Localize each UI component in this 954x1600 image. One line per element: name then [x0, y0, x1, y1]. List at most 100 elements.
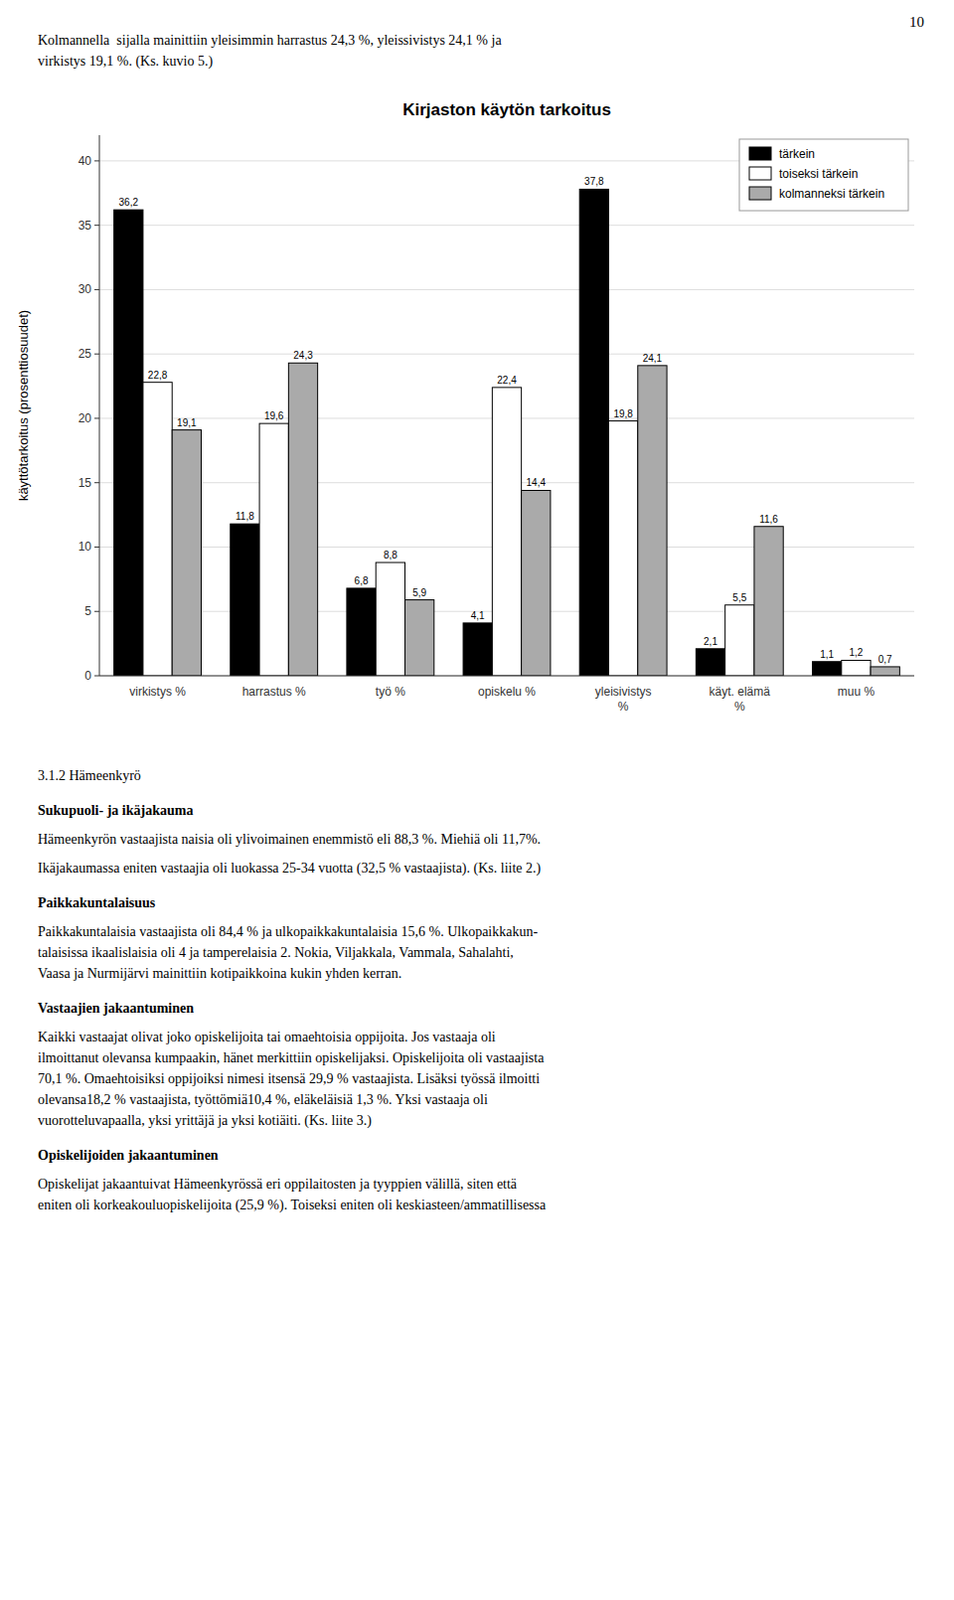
data-label: 6,8 — [354, 575, 369, 587]
grid-line — [99, 353, 915, 355]
data-label: 14,4 — [526, 477, 547, 488]
y-tick-label: 30 — [78, 282, 93, 297]
y-tick — [94, 224, 100, 226]
bar — [754, 526, 784, 676]
y-tick — [94, 289, 100, 291]
y-tick-label: 15 — [78, 476, 93, 490]
page-number: 10 — [909, 13, 925, 31]
paragraph: Hämeenkyrön vastaajista naisia oli ylivo… — [37, 828, 923, 850]
y-axis-line — [99, 135, 101, 676]
data-label: 5,5 — [732, 592, 747, 604]
legend-swatch — [749, 166, 772, 180]
x-tick-label: työ % — [375, 684, 406, 699]
bar — [491, 387, 521, 676]
bar — [230, 523, 260, 676]
bar — [405, 600, 435, 676]
legend-label: toiseksi tärkein — [779, 166, 858, 181]
bar — [521, 489, 551, 676]
chart-title: Kirjaston käytön tarkoitus — [402, 100, 612, 120]
data-label: 36,2 — [119, 196, 140, 208]
y-tick-label: 25 — [78, 346, 93, 361]
heading: Sukupuoli- ja ikäjakauma — [37, 799, 923, 821]
y-tick — [94, 481, 100, 483]
legend-box — [739, 139, 909, 211]
grid-line — [99, 224, 915, 226]
legend-swatch — [749, 147, 772, 160]
bar — [114, 209, 144, 676]
grid-line — [99, 675, 915, 677]
bar — [725, 605, 755, 676]
data-label: 19,6 — [264, 410, 285, 422]
legend: tärkein toiseksi tärkein kolmanneksi tärke… — [739, 139, 909, 211]
y-axis: 0 5 10 15 20 25 30 35 40 — [78, 154, 915, 683]
chart: Kirjaston käytön tarkoitus käyttötarkoitu… — [0, 91, 954, 738]
y-tick-label: 20 — [78, 411, 93, 426]
y-tick-label: 10 — [78, 539, 93, 554]
y-tick-label: 5 — [84, 604, 92, 619]
paragraph: Kaikki vastaajat olivat joko opiskelijoi… — [37, 1026, 923, 1131]
data-label: 11,6 — [759, 513, 779, 525]
y-tick — [94, 675, 100, 677]
section-title: 3.1.2 Hämeenkyrö — [37, 765, 923, 787]
bar — [143, 382, 172, 676]
data-label: 37,8 — [584, 175, 605, 187]
x-axis: virkistys % harrastus % työ % opiskelu % yle… — [129, 684, 875, 714]
paragraph: Ikäjakaumassa eniten vastaajia oli luoka… — [37, 857, 923, 879]
legend-label: tärkein — [779, 147, 815, 161]
y-tick — [94, 611, 100, 613]
data-label: 22,4 — [496, 374, 517, 386]
bar — [463, 623, 492, 676]
data-label: 19,1 — [176, 417, 197, 429]
data-label: 0,7 — [878, 653, 893, 665]
bar — [346, 588, 376, 676]
data-label: 19,8 — [613, 408, 634, 420]
paragraph: Paikkakuntalaisia vastaajista oli 84,4 %… — [37, 921, 923, 984]
bar — [695, 648, 725, 676]
text-section: 3.1.2 Hämeenkyrö Sukupuoli- ja ikäjakauma… — [37, 765, 923, 1224]
y-tick-label: 35 — [78, 218, 93, 233]
data-label: 1,1 — [819, 648, 834, 660]
bar — [259, 423, 289, 676]
bar — [579, 188, 609, 676]
bar — [870, 666, 900, 676]
legend-swatch — [749, 186, 772, 200]
x-tick-label: muu % — [837, 684, 876, 699]
bar — [171, 430, 201, 676]
bars — [114, 188, 901, 676]
intro-text: Kolmannella sijalla mainittiin yleisimmi… — [37, 29, 502, 72]
x-tick-label: yleisivistys% — [595, 684, 652, 714]
y-axis-label: käyttötarkoitus (prosenttiosuudet) — [15, 310, 31, 501]
y-tick — [94, 159, 100, 161]
y-tick — [94, 417, 100, 419]
bar — [841, 659, 871, 676]
bar — [609, 421, 638, 676]
heading: Vastaajien jakaantuminen — [37, 997, 923, 1019]
data-label: 1,2 — [848, 646, 863, 658]
data-label: 24,1 — [642, 352, 663, 364]
heading: Paikkakuntalaisuus — [37, 892, 923, 914]
x-tick-label: käyt. elämä% — [709, 684, 772, 714]
bar — [288, 362, 318, 676]
data-labels: 36,211,86,84,137,82,11,122,819,68,822,41… — [119, 175, 894, 665]
y-tick — [94, 546, 100, 548]
data-label: 8,8 — [383, 549, 398, 561]
data-label: 24,3 — [293, 349, 314, 361]
x-tick-label: harrastus % — [242, 684, 307, 699]
bar — [637, 365, 667, 676]
bar — [375, 562, 405, 676]
x-axis-line — [99, 675, 915, 677]
paragraph: Opiskelijat jakaantuivat Hämeenkyrössä e… — [37, 1173, 923, 1216]
x-tick-label: opiskelu % — [477, 684, 536, 699]
y-tick — [94, 353, 100, 355]
data-label: 2,1 — [703, 636, 718, 647]
y-tick-label: 40 — [78, 154, 93, 168]
x-tick-label: virkistys % — [129, 684, 186, 699]
data-label: 5,9 — [412, 587, 427, 599]
data-label: 22,8 — [148, 369, 168, 381]
bar — [812, 661, 842, 676]
legend-label: kolmanneksi tärkein — [779, 186, 885, 201]
data-label: 4,1 — [471, 610, 485, 622]
page: {"chart_data": {"type": "bar", "title": … — [0, 0, 954, 1600]
y-tick-label: 0 — [84, 668, 92, 683]
grid-line — [99, 289, 915, 291]
